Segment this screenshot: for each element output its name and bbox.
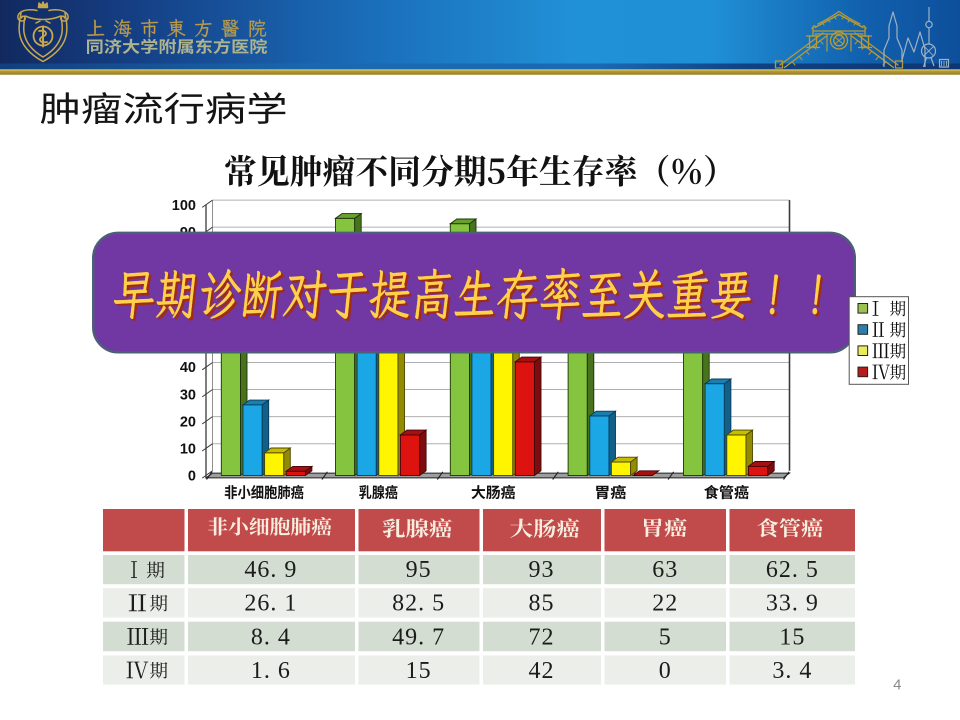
svg-text:3. 4: 3. 4 [772, 658, 812, 684]
svg-text:42: 42 [529, 658, 555, 684]
svg-text:22: 22 [652, 591, 678, 617]
svg-text:72: 72 [529, 624, 555, 650]
svg-text:30: 30 [180, 387, 196, 403]
svg-text:10: 10 [180, 441, 196, 457]
svg-text:100: 100 [172, 198, 196, 214]
svg-text:0: 0 [188, 469, 196, 485]
svg-text:49. 7: 49. 7 [392, 624, 445, 650]
svg-text:62. 5: 62. 5 [766, 557, 819, 583]
svg-text:26. 1: 26. 1 [244, 591, 297, 617]
svg-text:15: 15 [779, 624, 805, 650]
svg-text:15: 15 [406, 658, 432, 684]
svg-text:93: 93 [529, 557, 555, 583]
svg-text:63: 63 [652, 557, 678, 583]
svg-text:33. 9: 33. 9 [766, 591, 819, 617]
svg-text:1. 6: 1. 6 [251, 658, 291, 684]
svg-text:95: 95 [406, 557, 432, 583]
svg-text:0: 0 [659, 658, 672, 684]
svg-text:20: 20 [180, 414, 196, 430]
svg-text:5: 5 [659, 624, 672, 650]
svg-text:82. 5: 82. 5 [392, 591, 445, 617]
svg-text:85: 85 [529, 591, 555, 617]
svg-text:46. 9: 46. 9 [244, 557, 297, 583]
svg-text:40: 40 [180, 360, 196, 376]
svg-text:8. 4: 8. 4 [251, 624, 291, 650]
svg-text:4: 4 [893, 677, 901, 694]
